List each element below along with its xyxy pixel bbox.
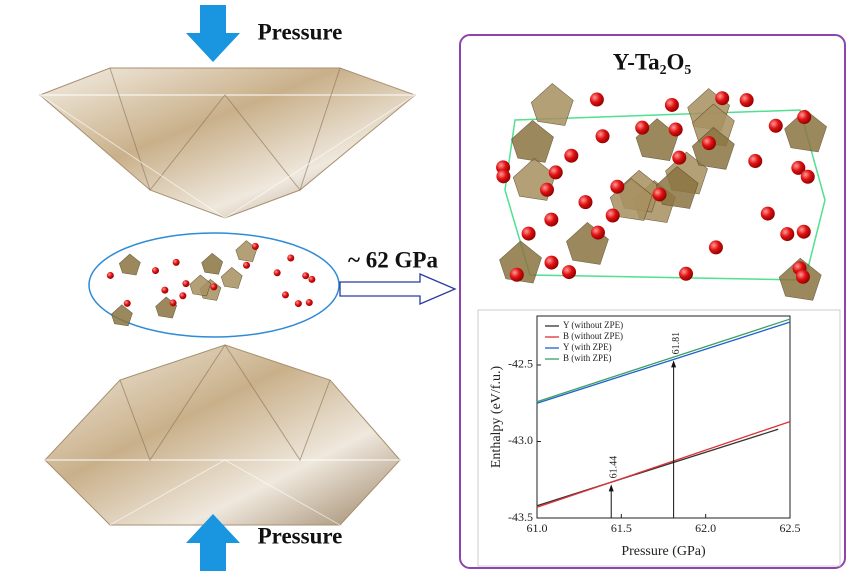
- oxygen-atom: [701, 136, 716, 151]
- legend-label: Y (with ZPE): [563, 342, 612, 352]
- oxygen-atom: [715, 91, 730, 106]
- annotation-label: 61.44: [609, 456, 620, 479]
- y-axis-label: Enthalpy (eV/f.u.): [489, 366, 504, 469]
- x-tick-label: 61.5: [611, 521, 632, 535]
- oxygen-atom: [251, 242, 259, 250]
- diamond-bottom: [44, 344, 401, 526]
- oxygen-atom: [672, 150, 687, 165]
- oxygen-atom: [590, 225, 605, 240]
- polyhedron: [784, 109, 827, 153]
- y-tick-label: -43.5: [508, 510, 533, 524]
- oxygen-atom: [172, 258, 180, 266]
- crystal-large: [496, 83, 827, 301]
- oxygen-atom: [210, 283, 218, 291]
- polyhedron: [118, 253, 141, 276]
- chart-frame: [477, 309, 841, 567]
- transition-arrow: [339, 273, 457, 305]
- oxygen-atom: [106, 271, 114, 279]
- oxygen-atom: [768, 118, 783, 133]
- oxygen-atom: [548, 165, 563, 180]
- oxygen-atom: [760, 206, 775, 221]
- legend-label: B (with ZPE): [563, 353, 612, 363]
- oxygen-atom: [521, 226, 536, 241]
- oxygen-atom: [708, 240, 723, 255]
- series-line: [536, 420, 791, 508]
- oxygen-atom: [281, 291, 289, 299]
- polyhedron: [201, 252, 224, 275]
- oxygen-atom: [791, 160, 806, 175]
- oxygen-atom: [308, 275, 316, 283]
- series-line: [536, 321, 791, 404]
- y-tick-label: -43.0: [508, 433, 533, 447]
- oxygen-atom: [635, 120, 650, 135]
- oxygen-atom: [652, 187, 667, 202]
- oxygen-atom: [780, 227, 795, 242]
- x-tick-label: 61.0: [527, 521, 548, 535]
- polyhedron: [189, 274, 212, 297]
- oxygen-atom: [544, 212, 559, 227]
- oxygen-atom: [161, 286, 169, 294]
- oxygen-atom: [243, 261, 251, 269]
- chart: 61.0 61.5 62.0 62.5 -43.5 -43.0 -42.5 Pressure …: [489, 315, 801, 559]
- oxygen-atom: [610, 179, 625, 194]
- x-axis-label: Pressure (GPa): [621, 544, 706, 559]
- oxygen-atom: [679, 266, 694, 281]
- plot-area: [536, 315, 791, 519]
- polyhedron: [655, 166, 699, 209]
- oxygen-atom: [578, 195, 593, 210]
- oxygen-atom: [739, 93, 754, 108]
- oxygen-atom: [182, 280, 190, 288]
- transition-label: ~ 62 GPa: [348, 247, 438, 272]
- x-tick-label: 62.5: [780, 521, 801, 535]
- annotation-label: 61.81: [671, 332, 682, 355]
- oxygen-atom: [302, 272, 310, 280]
- polyhedron: [220, 266, 243, 289]
- pressure-label: Pressure: [258, 19, 343, 44]
- oxygen-atom: [151, 267, 159, 275]
- oxygen-atom: [797, 110, 812, 125]
- oxygen-atom: [800, 169, 815, 184]
- oxygen-atom: [305, 299, 313, 307]
- oxygen-atom: [509, 267, 524, 282]
- oxygen-atom: [294, 300, 302, 308]
- y-tick-label: -42.5: [508, 357, 533, 371]
- oxygen-atom: [748, 154, 763, 169]
- oxygen-atom: [595, 129, 610, 144]
- polyhedron: [530, 83, 574, 126]
- oxygen-atom: [287, 254, 295, 262]
- series-line: [536, 318, 791, 403]
- annotation-arrowhead: [608, 484, 614, 492]
- oxygen-atom: [169, 299, 177, 307]
- annotation-arrowhead: [671, 360, 677, 368]
- crystal-small: [106, 240, 316, 327]
- polyhedron: [111, 304, 133, 327]
- diamond-top: [39, 67, 416, 219]
- oxygen-atom: [544, 255, 559, 270]
- polyhedron: [511, 119, 554, 163]
- oxygen-atom: [179, 292, 187, 300]
- oxygen-atom: [795, 269, 810, 284]
- pressure-label: Pressure: [258, 523, 343, 548]
- oxygen-atom: [589, 92, 604, 107]
- legend-label: Y (without ZPE): [563, 320, 623, 330]
- oxygen-atom: [605, 208, 620, 223]
- oxygen-atom: [273, 269, 281, 277]
- oxygen-atom: [664, 97, 679, 112]
- oxygen-atom: [796, 224, 811, 239]
- arrow-up: [186, 514, 240, 571]
- arrow-down: [186, 5, 240, 62]
- oxygen-atom: [562, 265, 577, 280]
- legend-label: B (without ZPE): [563, 331, 623, 341]
- oxygen-atom: [123, 299, 131, 307]
- structure-title: Y-Ta₂O₅: [613, 49, 692, 74]
- x-tick-label: 62.0: [695, 521, 716, 535]
- oxygen-atom: [668, 122, 683, 137]
- oxygen-atom: [540, 182, 555, 197]
- oxygen-atom: [496, 169, 511, 184]
- oxygen-atom: [564, 148, 579, 163]
